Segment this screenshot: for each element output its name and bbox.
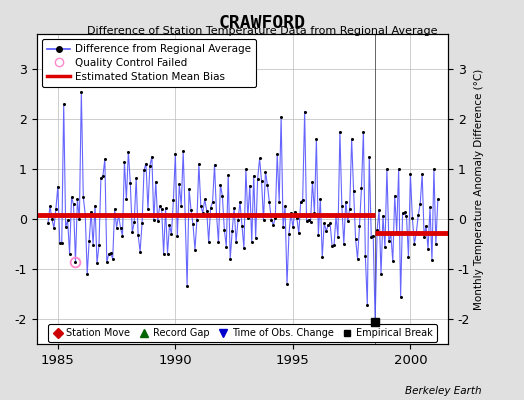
Text: Berkeley Earth: Berkeley Earth (406, 386, 482, 396)
Text: Difference of Station Temperature Data from Regional Average: Difference of Station Temperature Data f… (87, 26, 437, 36)
Text: CRAWFORD: CRAWFORD (219, 14, 305, 32)
Legend: Station Move, Record Gap, Time of Obs. Change, Empirical Break: Station Move, Record Gap, Time of Obs. C… (48, 324, 436, 342)
Y-axis label: Monthly Temperature Anomaly Difference (°C): Monthly Temperature Anomaly Difference (… (474, 68, 484, 310)
